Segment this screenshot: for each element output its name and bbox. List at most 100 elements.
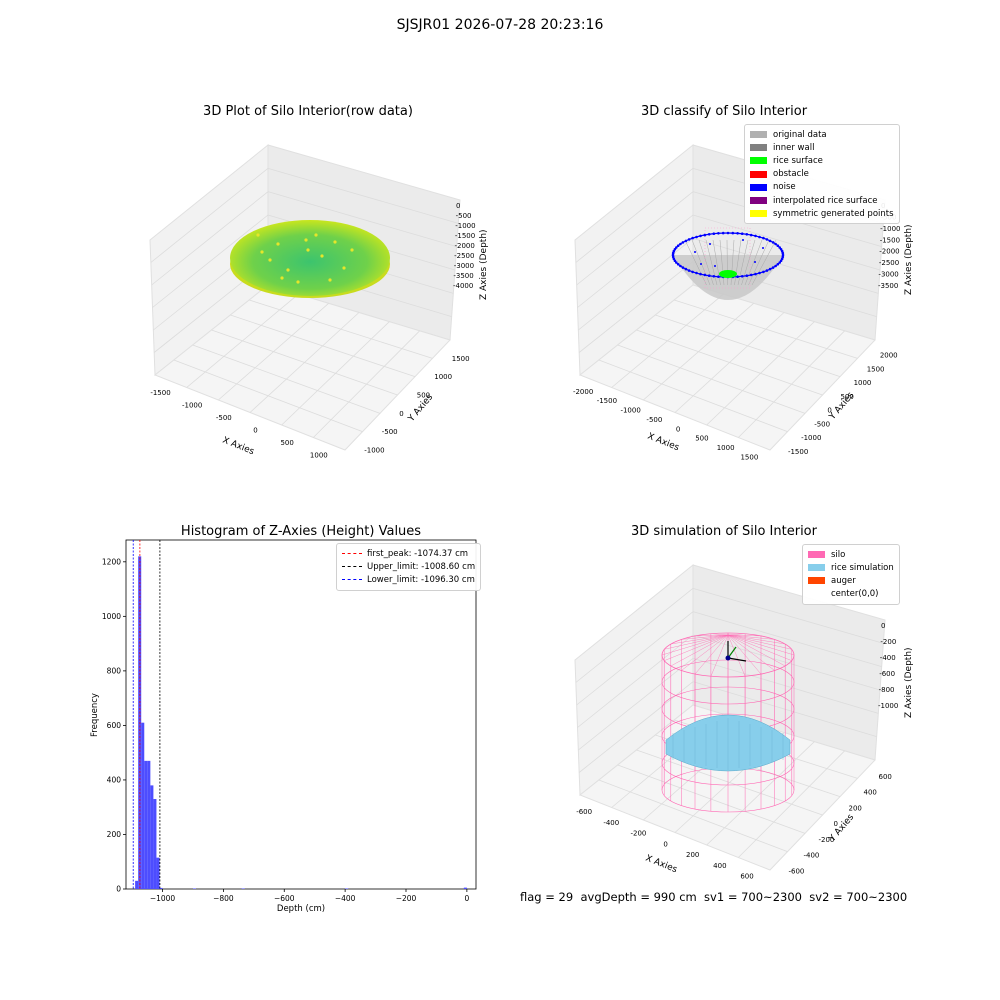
x-tick-label: 500 <box>280 439 293 447</box>
y-tick-label: 0 <box>116 885 121 894</box>
y-tick-label: 0 <box>827 407 831 415</box>
grid-line <box>151 191 269 286</box>
z-tick-label: -200 <box>880 638 896 646</box>
grid-line <box>692 237 879 294</box>
z-tick-label: -500 <box>456 212 472 220</box>
x-tick-label: 1500 <box>740 453 758 461</box>
y-tick-label: -500 <box>382 428 398 436</box>
floor-pane <box>154 284 451 451</box>
silo-roof-line <box>727 634 775 640</box>
panel2-tick-labels: -2000-1500-1000-500050010001500-1500-100… <box>573 202 901 461</box>
x-tick-label: 500 <box>695 435 708 443</box>
grid-line <box>249 299 433 359</box>
z-tick-label: -4000 <box>453 282 473 290</box>
x-tick-label: 1000 <box>310 451 328 459</box>
status-footer: flag = 29 avgDepth = 990 cm sv1 = 700~23… <box>520 890 908 904</box>
legend-item: symmetric generated points <box>750 207 894 220</box>
panel2-axes-box <box>574 143 886 451</box>
y-tick-label: 1500 <box>452 355 470 363</box>
y-tick-label: 0 <box>834 820 838 828</box>
outlier-point <box>276 242 280 246</box>
x-tick-label: -1500 <box>597 397 617 405</box>
z-tick-label: -3000 <box>878 271 898 279</box>
z-tick-label: -1000 <box>455 222 475 230</box>
grid-line <box>578 658 694 751</box>
outlier-point <box>260 250 264 254</box>
outlier-point <box>333 240 337 244</box>
rice-surface-points <box>719 270 737 278</box>
noise-point <box>762 247 764 249</box>
legend-item: rice surface <box>750 154 894 167</box>
y-tick-label: -1500 <box>788 448 808 456</box>
histogram-bar <box>138 556 142 889</box>
z-tick-label: -3000 <box>454 262 474 270</box>
figure-title: SJSJR01 2026-07-28 20:23:16 <box>396 17 604 33</box>
outlier-point <box>314 233 318 237</box>
legend-item: Lower_limit: -1096.30 cm <box>342 573 475 586</box>
panel4-title: 3D simulation of Silo Interior <box>631 524 817 539</box>
y-tick-label: 500 <box>840 393 853 401</box>
z-tick-label: -600 <box>879 670 895 678</box>
silo-roof-line <box>694 634 729 637</box>
z-tick-label: -1500 <box>455 232 475 240</box>
grid-line <box>576 191 694 286</box>
z-tick-label: -1000 <box>880 225 900 233</box>
panel1-depth-surface <box>230 220 390 298</box>
x-tick-label: -400 <box>603 819 619 827</box>
silo-roof-line <box>694 634 729 675</box>
silo-roof-line <box>670 634 729 645</box>
panel4-ylabel: Y Axies <box>827 812 856 844</box>
grid-line <box>692 214 881 271</box>
legend-item: auger <box>808 574 894 587</box>
noise-point <box>709 243 711 245</box>
y-tick-label: 400 <box>864 789 877 797</box>
legend-item: noise <box>750 181 894 194</box>
x-tick-label: -200 <box>630 830 646 838</box>
histogram-xlabel: Depth (cm) <box>277 904 325 914</box>
histogram-bar <box>153 799 157 889</box>
noise-point <box>694 251 696 253</box>
histogram-bar <box>147 760 151 889</box>
x-tick-label: −1000 <box>150 894 176 903</box>
legend-item: original data <box>750 128 894 141</box>
z-tick-label: 0 <box>881 622 885 630</box>
x-tick-label: −200 <box>396 894 417 903</box>
legend-item: first_peak: -1074.37 cm <box>342 547 475 560</box>
panel4-zlabel: Z Axies (Depth) <box>904 647 914 718</box>
x-tick-label: 0 <box>253 426 257 434</box>
x-tick-label: −800 <box>213 894 234 903</box>
grid-line <box>576 611 694 706</box>
x-tick-label: 1000 <box>717 444 735 452</box>
silo-roof-line <box>670 634 729 667</box>
z-tick-label: -1500 <box>880 236 900 244</box>
panel4-tick-labels: -600-400-2000200400600-600-400-200020040… <box>576 622 898 881</box>
outlier-point <box>280 276 284 280</box>
panel2-3d-plot: -2000-1500-1000-500050010001500-1500-100… <box>573 143 914 461</box>
grid-line <box>575 588 694 683</box>
grid-line <box>578 681 694 773</box>
y-tick-label: 200 <box>849 804 862 812</box>
y-tick-label: 1000 <box>434 373 452 381</box>
inner-wall-line <box>744 239 763 286</box>
histogram-reference-lines <box>132 540 161 889</box>
y-tick-label: 0 <box>399 410 403 418</box>
panel2-xlabel: X Axies <box>646 432 681 454</box>
y-tick-label: 400 <box>107 775 122 784</box>
x-tick-label: -1000 <box>620 407 640 415</box>
legend-item: silo <box>808 548 894 561</box>
y-tick-label: 600 <box>107 721 122 730</box>
noise-point <box>742 239 744 241</box>
inner-wall-line <box>741 239 756 286</box>
auger-marker <box>725 641 747 662</box>
outlier-point <box>350 248 354 252</box>
panel1-xlabel: X Axies <box>221 436 256 458</box>
z-tick-label: -2500 <box>454 252 474 260</box>
silo-roof-line <box>710 634 729 677</box>
y-tick-label: 500 <box>417 392 430 400</box>
panel1-zlabel: Z Axies (Depth) <box>479 229 489 300</box>
x-tick-label: -2000 <box>573 388 593 396</box>
x-tick-label: 200 <box>686 851 699 859</box>
panel4-axes-box <box>574 563 886 871</box>
histogram-bar <box>156 857 160 889</box>
grid-line <box>692 587 884 644</box>
